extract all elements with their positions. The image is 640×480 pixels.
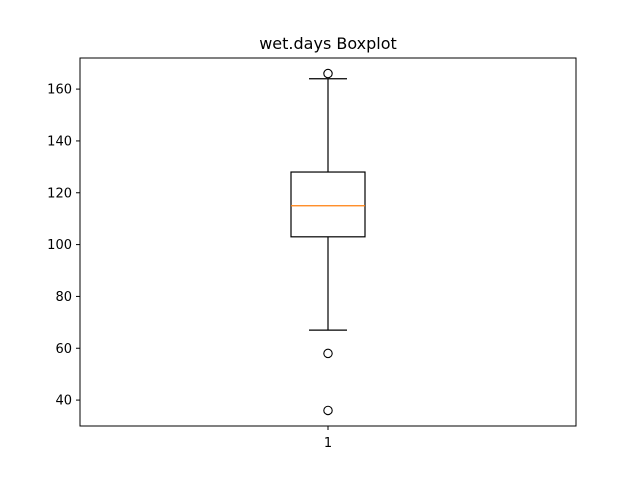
y-tick-label: 60 (55, 342, 72, 357)
y-tick-label: 140 (47, 134, 72, 149)
outlier-point (323, 348, 333, 359)
outlier-point (323, 68, 333, 79)
plot-area (290, 68, 366, 416)
y-tick-label: 80 (55, 290, 72, 305)
y-tick-label: 40 (55, 394, 72, 409)
outlier-point (323, 405, 333, 416)
x-tick-label: 1 (324, 436, 332, 451)
iqr-box (290, 171, 366, 238)
chart-title: wet.days Boxplot (259, 34, 397, 53)
x-axis: 1 (324, 426, 332, 451)
y-tick-label: 100 (47, 238, 72, 253)
y-axis: 40 60 80 100 120 140 160 (47, 83, 80, 409)
y-tick-label: 160 (47, 83, 72, 98)
y-tick-label: 120 (47, 186, 72, 201)
